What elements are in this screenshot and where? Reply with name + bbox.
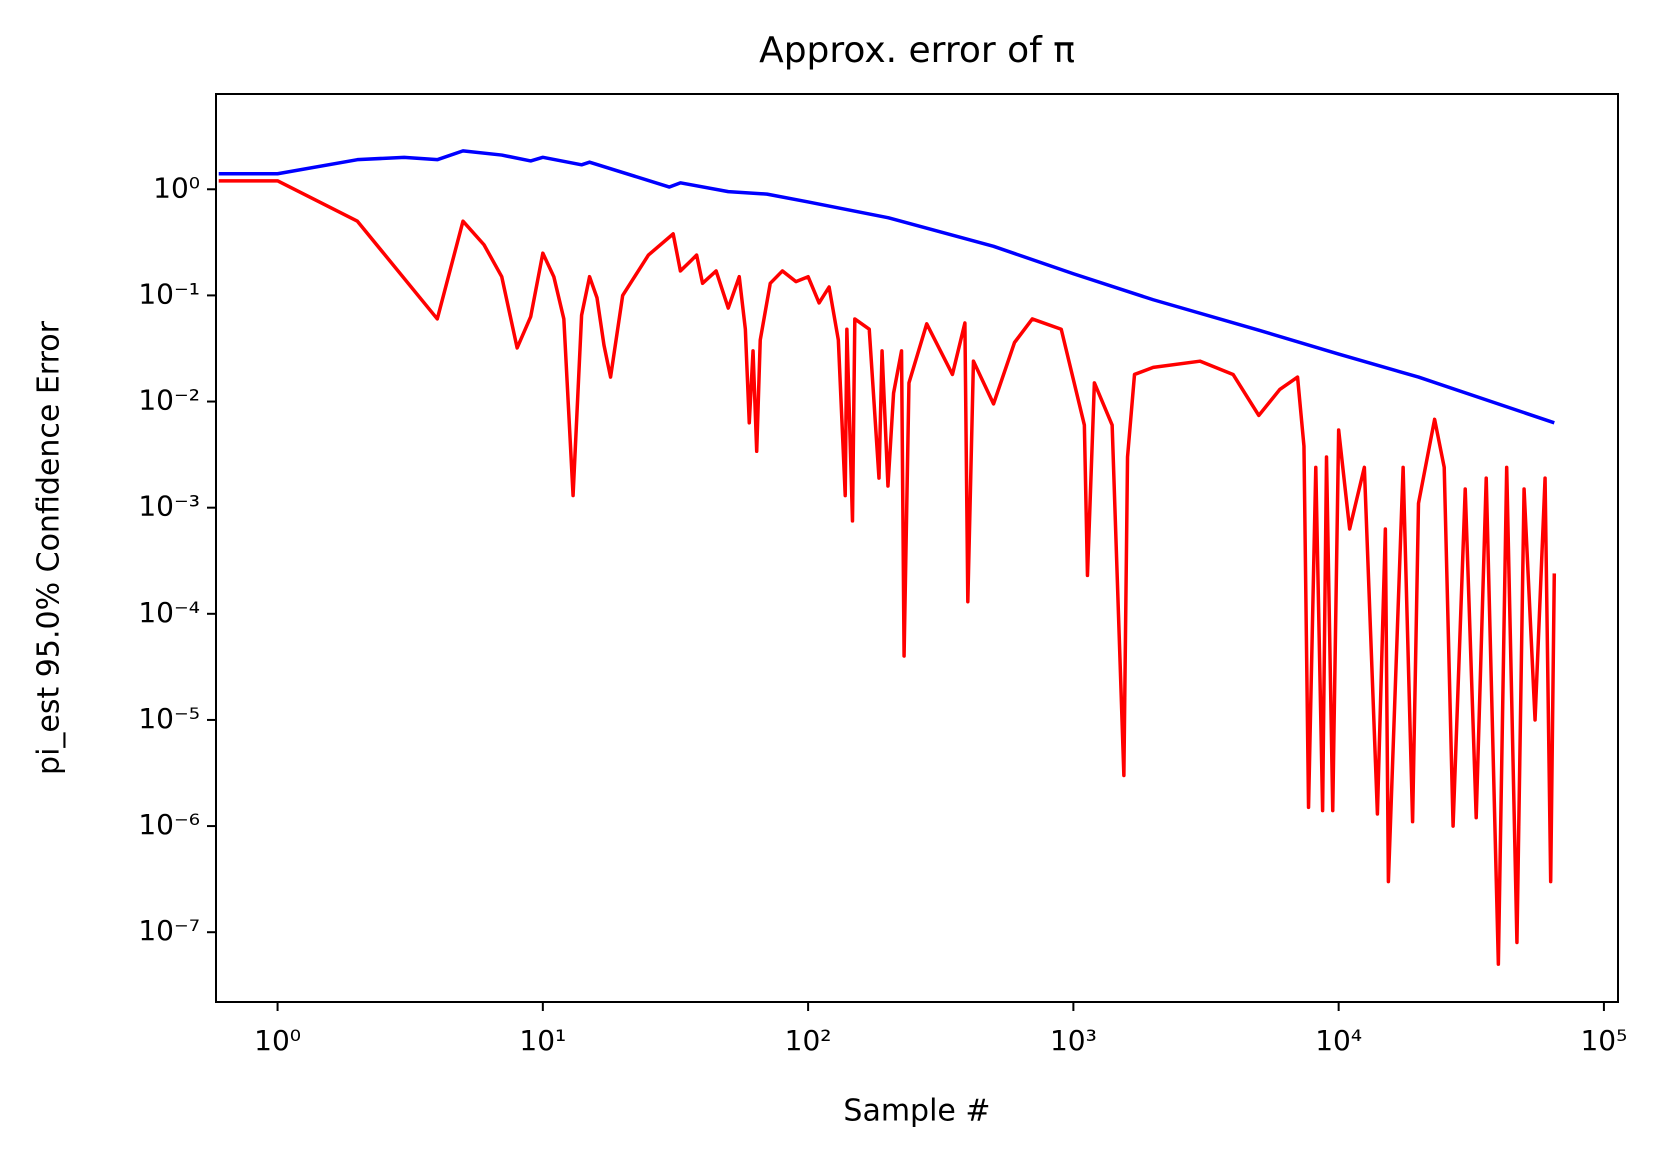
y-tick-label: 10⁻¹ [138,277,200,310]
x-tick-label: 10² [785,1024,832,1057]
x-tick-label: 10³ [1050,1024,1097,1057]
y-tick-label: 10⁻⁶ [138,808,200,841]
y-axis-label: pi_est 95.0% Confidence Error [32,320,67,775]
line-series [218,179,1557,966]
y-tick-label: 10⁻⁵ [138,702,200,735]
chart-title: Approx. error of π [759,30,1075,71]
line-series [218,149,1555,425]
x-tick-label: 10⁰ [254,1024,301,1057]
y-tick-label: 10⁻³ [138,490,200,523]
y-tick-label: 10⁻⁷ [138,914,200,947]
x-tick-label: 10⁵ [1580,1024,1627,1057]
x-tick-label: 10⁴ [1315,1024,1362,1057]
y-tick-label: 10⁻² [138,384,200,417]
y-tick-label: 10⁰ [153,171,200,204]
y-tick-label: 10⁻⁴ [138,596,200,629]
x-tick-label: 10¹ [519,1024,566,1057]
plot-frame [215,93,1619,1003]
x-axis-label: Sample # [843,1094,990,1129]
